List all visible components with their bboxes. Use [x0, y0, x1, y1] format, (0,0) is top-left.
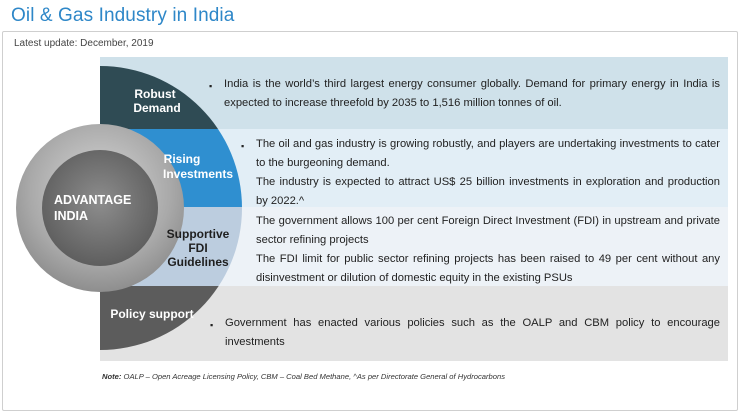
heading-fdi-guidelines-line1: Supportive: [167, 227, 230, 241]
footnote-label: Note:: [102, 372, 122, 381]
advantage-label-line2: INDIA: [54, 209, 88, 223]
row-rising-investments-text: The oil and gas industry is growing robu…: [256, 135, 720, 211]
row-policy-support-text: Government has enacted various policies …: [225, 314, 720, 352]
footnote: Note: OALP – Open Acreage Licensing Poli…: [102, 372, 505, 381]
bullet-marker: ▪: [210, 320, 214, 330]
page-title: Oil & Gas Industry in India: [11, 5, 235, 26]
advantage-inner-circle: [42, 150, 158, 266]
row-robust-demand-text: India is the world’s third largest energ…: [224, 75, 720, 113]
bullet-marker: ▪: [209, 81, 213, 91]
heading-policy-support: Policy support: [110, 307, 193, 321]
heading-rising-investments-line2: Investments: [163, 167, 233, 181]
heading-robust-demand-line2: Demand: [133, 101, 180, 115]
advantage-label-line1: ADVANTAGE: [54, 193, 131, 207]
rising-investments-paragraph-1: The oil and gas industry is growing robu…: [256, 138, 720, 169]
heading-rising-investments-line1: Rising: [164, 152, 201, 166]
row-fdi-guidelines-text: The government allows 100 per cent Forei…: [256, 212, 720, 288]
latest-update: Latest update: December, 2019: [14, 38, 154, 49]
bullet-marker: ▪: [241, 141, 245, 151]
footnote-text: OALP – Open Acreage Licensing Policy, CB…: [123, 372, 506, 381]
robust-demand-paragraph: India is the world’s third largest energ…: [224, 78, 720, 109]
heading-fdi-guidelines-line3: Guidelines: [167, 255, 229, 269]
fdi-guidelines-paragraph-2: The FDI limit for public sector refining…: [256, 253, 720, 284]
rising-investments-paragraph-2: The industry is expected to attract US$ …: [256, 176, 720, 207]
heading-fdi-guidelines-line2: FDI: [188, 241, 207, 255]
policy-support-paragraph: Government has enacted various policies …: [225, 317, 720, 348]
fdi-guidelines-paragraph-1: The government allows 100 per cent Forei…: [256, 215, 720, 246]
heading-robust-demand-line1: Robust: [134, 87, 175, 101]
